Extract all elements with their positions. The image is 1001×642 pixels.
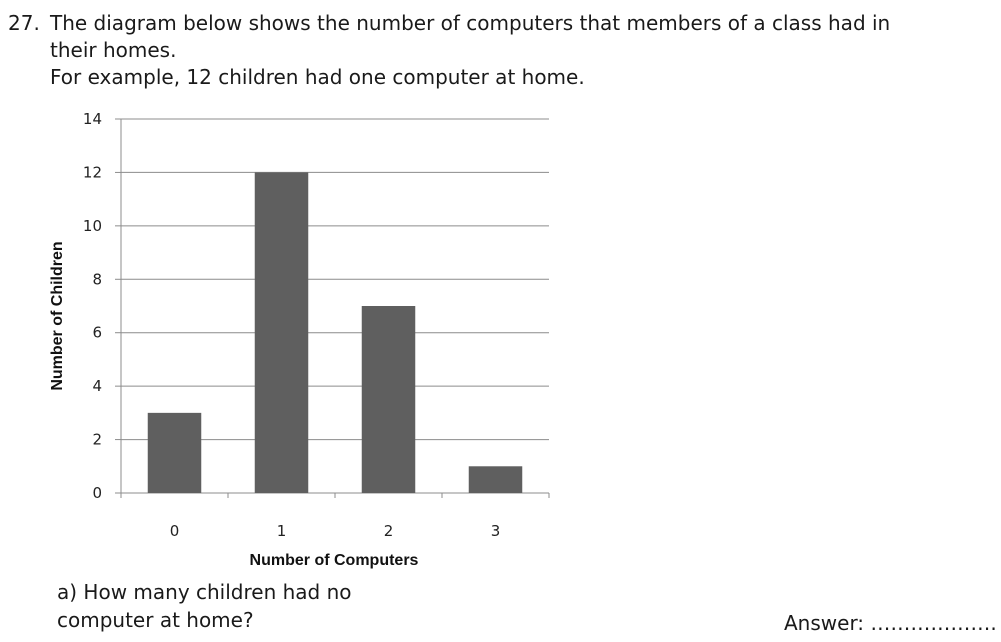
x-axis-title: Number of Computers: [250, 552, 419, 569]
y-axis-title: Number of Children: [49, 241, 66, 390]
y-tick-label-6: 6: [92, 324, 102, 342]
bar-2: [361, 306, 416, 493]
y-tick-label-8: 8: [92, 270, 102, 288]
answer-blank[interactable]: ……………….: [870, 611, 997, 635]
part-a-line-2: computer at home?: [57, 608, 254, 632]
answer-line: Answer: ……………….: [784, 611, 997, 635]
y-tick-label-14: 14: [83, 110, 102, 128]
y-tick-label-12: 12: [83, 163, 102, 181]
part-a-line-1: a) How many children had no: [57, 580, 352, 604]
question-text-line-1: The diagram below shows the number of co…: [50, 11, 891, 35]
bar-1: [254, 172, 309, 493]
question-text-line-2: their homes.: [50, 38, 177, 62]
y-tick-label-0: 0: [92, 484, 102, 502]
y-tick-label-10: 10: [83, 217, 102, 235]
x-tick-label-0: 0: [170, 522, 180, 540]
bar-0: [147, 412, 202, 493]
bar-3: [468, 466, 523, 493]
question-text-line-3: For example, 12 children had one compute…: [50, 65, 585, 89]
answer-label: Answer:: [784, 611, 865, 635]
x-tick-label-3: 3: [491, 522, 501, 540]
y-tick-label-2: 2: [92, 431, 102, 449]
x-tick-label-1: 1: [277, 522, 287, 540]
y-tick-label-4: 4: [92, 377, 102, 395]
x-tick-label-2: 2: [384, 522, 394, 540]
question-number: 27.: [8, 11, 40, 35]
part-a-question: a) How many children had no computer at …: [57, 578, 352, 634]
